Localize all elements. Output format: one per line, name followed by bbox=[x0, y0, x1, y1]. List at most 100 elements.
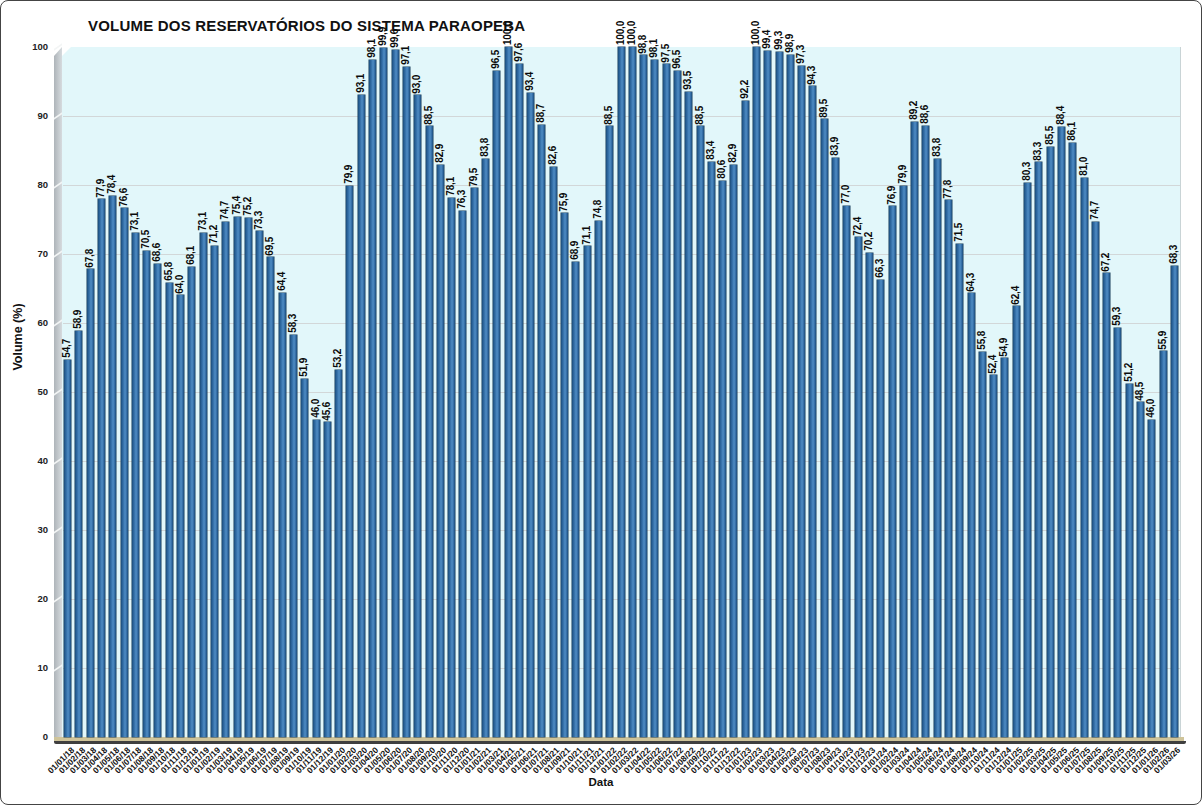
bar bbox=[945, 200, 952, 737]
bar bbox=[900, 186, 907, 737]
bar bbox=[437, 165, 444, 737]
bar-value-label: 45,6 bbox=[321, 402, 332, 421]
bar bbox=[335, 370, 342, 737]
bar bbox=[1069, 143, 1076, 737]
bar-value-label: 64,4 bbox=[276, 272, 287, 291]
bar-value-label: 92,2 bbox=[739, 80, 750, 99]
bar-value-label: 98,1 bbox=[366, 39, 377, 58]
bar-value-label: 51,9 bbox=[298, 358, 309, 377]
bar-value-label: 79,9 bbox=[343, 165, 354, 184]
bar bbox=[1114, 328, 1121, 737]
bar bbox=[1001, 358, 1008, 737]
bar bbox=[1126, 384, 1133, 737]
bar-value-label: 79,5 bbox=[468, 168, 479, 187]
bar bbox=[730, 165, 737, 737]
bar bbox=[1035, 162, 1042, 737]
bar bbox=[267, 257, 274, 737]
bar-value-label: 97,1 bbox=[400, 46, 411, 65]
bar-value-label: 88,4 bbox=[1055, 106, 1066, 125]
bar bbox=[719, 181, 726, 737]
bar bbox=[832, 158, 839, 737]
bar bbox=[279, 293, 286, 737]
bar-value-label: 83,3 bbox=[1032, 142, 1043, 161]
bar-value-label: 99,6 bbox=[389, 29, 400, 48]
bar bbox=[911, 122, 918, 737]
bar-value-label: 79,9 bbox=[897, 165, 908, 184]
bar-value-label: 88,7 bbox=[535, 104, 546, 123]
bar bbox=[211, 246, 218, 737]
bar-value-label: 68,6 bbox=[151, 243, 162, 262]
bar-value-label: 75,4 bbox=[231, 196, 242, 215]
bar bbox=[855, 237, 862, 737]
bar bbox=[200, 233, 207, 737]
bar bbox=[663, 64, 670, 737]
bar-value-label: 71,1 bbox=[581, 226, 592, 245]
bar bbox=[414, 95, 421, 737]
bar-value-label: 89,5 bbox=[818, 99, 829, 118]
bar bbox=[482, 159, 489, 737]
bar bbox=[459, 211, 466, 737]
bar-value-label: 66,3 bbox=[874, 259, 885, 278]
bar-value-label: 89,2 bbox=[908, 101, 919, 120]
bar-value-label: 64,3 bbox=[965, 273, 976, 292]
bar bbox=[505, 47, 512, 737]
bar bbox=[572, 262, 579, 737]
bar-value-label: 46,0 bbox=[1145, 399, 1156, 418]
bar bbox=[426, 126, 433, 737]
bar bbox=[493, 71, 500, 737]
bar-value-label: 58,3 bbox=[287, 314, 298, 333]
bar bbox=[301, 379, 308, 737]
bar-value-label: 82,9 bbox=[727, 144, 738, 163]
y-tick-label: 70 bbox=[0, 248, 48, 259]
bar-value-label: 74,8 bbox=[592, 200, 603, 219]
bar bbox=[674, 71, 681, 737]
bar bbox=[809, 86, 816, 737]
bar bbox=[132, 233, 139, 737]
bar bbox=[222, 222, 229, 737]
bar bbox=[245, 218, 252, 737]
y-tick-label: 20 bbox=[0, 593, 48, 604]
bar-value-label: 70,2 bbox=[863, 232, 874, 251]
bar-value-label: 98,1 bbox=[648, 39, 659, 58]
bar-value-label: 100,0 bbox=[750, 21, 761, 45]
bar-value-label: 99,3 bbox=[773, 31, 784, 50]
bar bbox=[166, 283, 173, 737]
bar-value-label: 80,6 bbox=[716, 160, 727, 179]
bar bbox=[922, 126, 929, 737]
bar bbox=[403, 67, 410, 737]
bar-value-label: 75,9 bbox=[558, 193, 569, 212]
bar-value-label: 73,3 bbox=[253, 211, 264, 230]
bar-value-label: 46,0 bbox=[310, 399, 321, 418]
bar-value-label: 83,4 bbox=[705, 141, 716, 160]
bar-value-label: 76,6 bbox=[118, 188, 129, 207]
bar bbox=[143, 251, 150, 737]
bar-value-label: 88,6 bbox=[919, 105, 930, 124]
bar-value-label: 73,1 bbox=[197, 212, 208, 231]
bar-value-label: 77,8 bbox=[942, 180, 953, 199]
bar-value-label: 48,5 bbox=[1134, 382, 1145, 401]
bar-value-label: 54,7 bbox=[61, 339, 72, 358]
x-axis-line bbox=[54, 741, 1186, 744]
bar bbox=[369, 60, 376, 737]
bar-value-label: 62,4 bbox=[1010, 286, 1021, 305]
bar-value-label: 75,2 bbox=[242, 197, 253, 216]
bar bbox=[290, 335, 297, 737]
bar-value-label: 100,0 bbox=[502, 21, 513, 45]
bar-value-label: 97,6 bbox=[513, 43, 524, 62]
bar bbox=[1047, 147, 1054, 737]
bar-value-label: 73,1 bbox=[129, 212, 140, 231]
bar bbox=[708, 162, 715, 737]
bar bbox=[538, 125, 545, 737]
bar-value-label: 98,8 bbox=[637, 35, 648, 54]
bar-value-label: 59,3 bbox=[1111, 307, 1122, 326]
bar-value-label: 77,9 bbox=[95, 179, 106, 198]
bar bbox=[234, 217, 241, 737]
bar-value-label: 86,1 bbox=[1066, 122, 1077, 141]
bar-value-label: 74,7 bbox=[219, 201, 230, 220]
bar-value-label: 76,9 bbox=[886, 186, 897, 205]
bar bbox=[606, 126, 613, 737]
chart-title: VOLUME DOS RESERVATÓRIOS DO SISTEMA PARA… bbox=[88, 17, 525, 34]
bar bbox=[1024, 183, 1031, 737]
bar-value-label: 98,9 bbox=[784, 34, 795, 53]
bar bbox=[98, 199, 105, 737]
